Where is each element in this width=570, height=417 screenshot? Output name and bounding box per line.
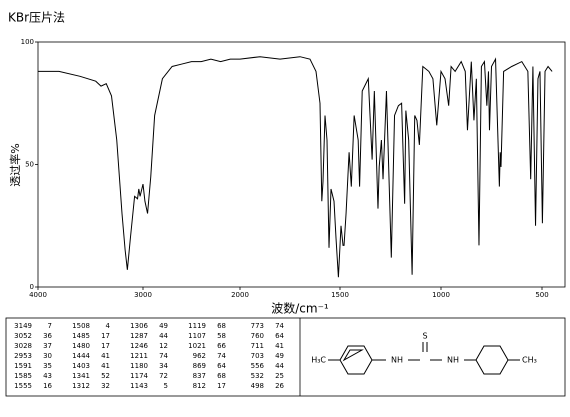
peak-wavenumber: 1591	[14, 362, 32, 370]
x-tick-label: 1000	[432, 291, 450, 299]
table-frame	[5, 317, 566, 397]
x-tick-label: 3000	[134, 291, 152, 299]
peak-transmittance: 32	[101, 382, 110, 390]
peak-wavenumber: 1211	[130, 352, 148, 360]
peak-transmittance: 12	[159, 342, 168, 350]
peak-wavenumber: 556	[251, 362, 265, 370]
peak-transmittance: 41	[275, 342, 284, 350]
peak-transmittance: 5	[164, 382, 168, 390]
peak-wavenumber: 1119	[188, 322, 206, 330]
peak-wavenumber: 812	[193, 382, 206, 390]
y-tick-label: 0	[30, 283, 34, 291]
peak-transmittance: 37	[43, 342, 52, 350]
peak-transmittance: 44	[275, 362, 284, 370]
peak-transmittance: 44	[159, 332, 168, 340]
peak-transmittance: 16	[43, 382, 52, 390]
chart-title: KBr压片法	[8, 11, 65, 25]
peak-wavenumber: 532	[251, 372, 264, 380]
peak-wavenumber: 1021	[188, 342, 206, 350]
peak-transmittance: 35	[43, 362, 52, 370]
peak-transmittance: 41	[101, 362, 110, 370]
peak-wavenumber: 773	[251, 322, 264, 330]
peak-transmittance: 34	[159, 362, 168, 370]
peak-transmittance: 17	[101, 332, 110, 340]
x-tick-label: 1500	[331, 291, 349, 299]
peak-transmittance: 74	[217, 352, 226, 360]
peak-wavenumber: 1585	[14, 372, 32, 380]
peak-wavenumber: 1403	[72, 362, 90, 370]
peak-wavenumber: 1174	[130, 372, 148, 380]
peak-wavenumber: 1341	[72, 372, 90, 380]
peak-wavenumber: 1508	[72, 322, 90, 330]
peak-wavenumber: 3149	[14, 322, 32, 330]
structure-label: CH₃	[522, 356, 537, 365]
peak-transmittance: 64	[217, 362, 226, 370]
peak-wavenumber: 3028	[14, 342, 32, 350]
structure-label: S	[422, 332, 427, 341]
peak-wavenumber: 1312	[72, 382, 90, 390]
peak-wavenumber: 1180	[130, 362, 148, 370]
x-tick-label: 4000	[29, 291, 47, 299]
peak-transmittance: 68	[217, 372, 226, 380]
peak-wavenumber: 711	[251, 342, 264, 350]
peak-transmittance: 49	[159, 322, 168, 330]
y-tick-label: 100	[21, 38, 34, 46]
peak-transmittance: 66	[217, 342, 226, 350]
peak-wavenumber: 2953	[14, 352, 32, 360]
peak-wavenumber: 1485	[72, 332, 90, 340]
peak-wavenumber: 1246	[130, 342, 148, 350]
peak-wavenumber: 1143	[130, 382, 148, 390]
peak-wavenumber: 837	[193, 372, 206, 380]
peak-transmittance: 4	[106, 322, 111, 330]
peak-wavenumber: 1287	[130, 332, 148, 340]
peak-transmittance: 43	[43, 372, 52, 380]
peak-transmittance: 7	[48, 322, 52, 330]
structure	[328, 342, 520, 375]
peak-transmittance: 74	[275, 322, 284, 330]
structure-label: NH	[391, 356, 403, 365]
x-axis-title: 波数/cm⁻¹	[271, 301, 329, 316]
peak-wavenumber: 703	[251, 352, 264, 360]
y-tick-label: 50	[25, 161, 34, 169]
peak-transmittance: 17	[101, 342, 110, 350]
peak-transmittance: 64	[275, 332, 284, 340]
peak-transmittance: 52	[101, 372, 110, 380]
x-tick-label: 2000	[231, 291, 249, 299]
structure-label: NH	[447, 356, 459, 365]
peak-wavenumber: 3052	[14, 332, 32, 340]
x-tick-label: 500	[535, 291, 548, 299]
peak-transmittance: 74	[159, 352, 168, 360]
peak-wavenumber: 1480	[72, 342, 90, 350]
spectrum-line	[38, 56, 553, 278]
peak-wavenumber: 760	[251, 332, 264, 340]
peak-transmittance: 36	[43, 332, 52, 340]
peak-transmittance: 41	[101, 352, 110, 360]
peak-transmittance: 17	[217, 382, 226, 390]
plot-frame	[37, 41, 566, 288]
peak-transmittance: 72	[159, 372, 168, 380]
peak-wavenumber: 498	[251, 382, 264, 390]
structure-label: H₃C	[311, 356, 326, 365]
peak-transmittance: 25	[275, 372, 284, 380]
peak-transmittance: 58	[217, 332, 226, 340]
peak-transmittance: 26	[275, 382, 284, 390]
peak-wavenumber: 1306	[130, 322, 148, 330]
peak-transmittance: 49	[275, 352, 284, 360]
y-axis-title: 透过率%	[8, 143, 22, 186]
peak-wavenumber: 869	[193, 362, 206, 370]
peak-wavenumber: 1107	[188, 332, 206, 340]
peak-transmittance: 30	[43, 352, 52, 360]
peak-transmittance: 68	[217, 322, 226, 330]
peak-wavenumber: 1444	[72, 352, 90, 360]
peak-wavenumber: 962	[193, 352, 206, 360]
peak-wavenumber: 1555	[14, 382, 32, 390]
